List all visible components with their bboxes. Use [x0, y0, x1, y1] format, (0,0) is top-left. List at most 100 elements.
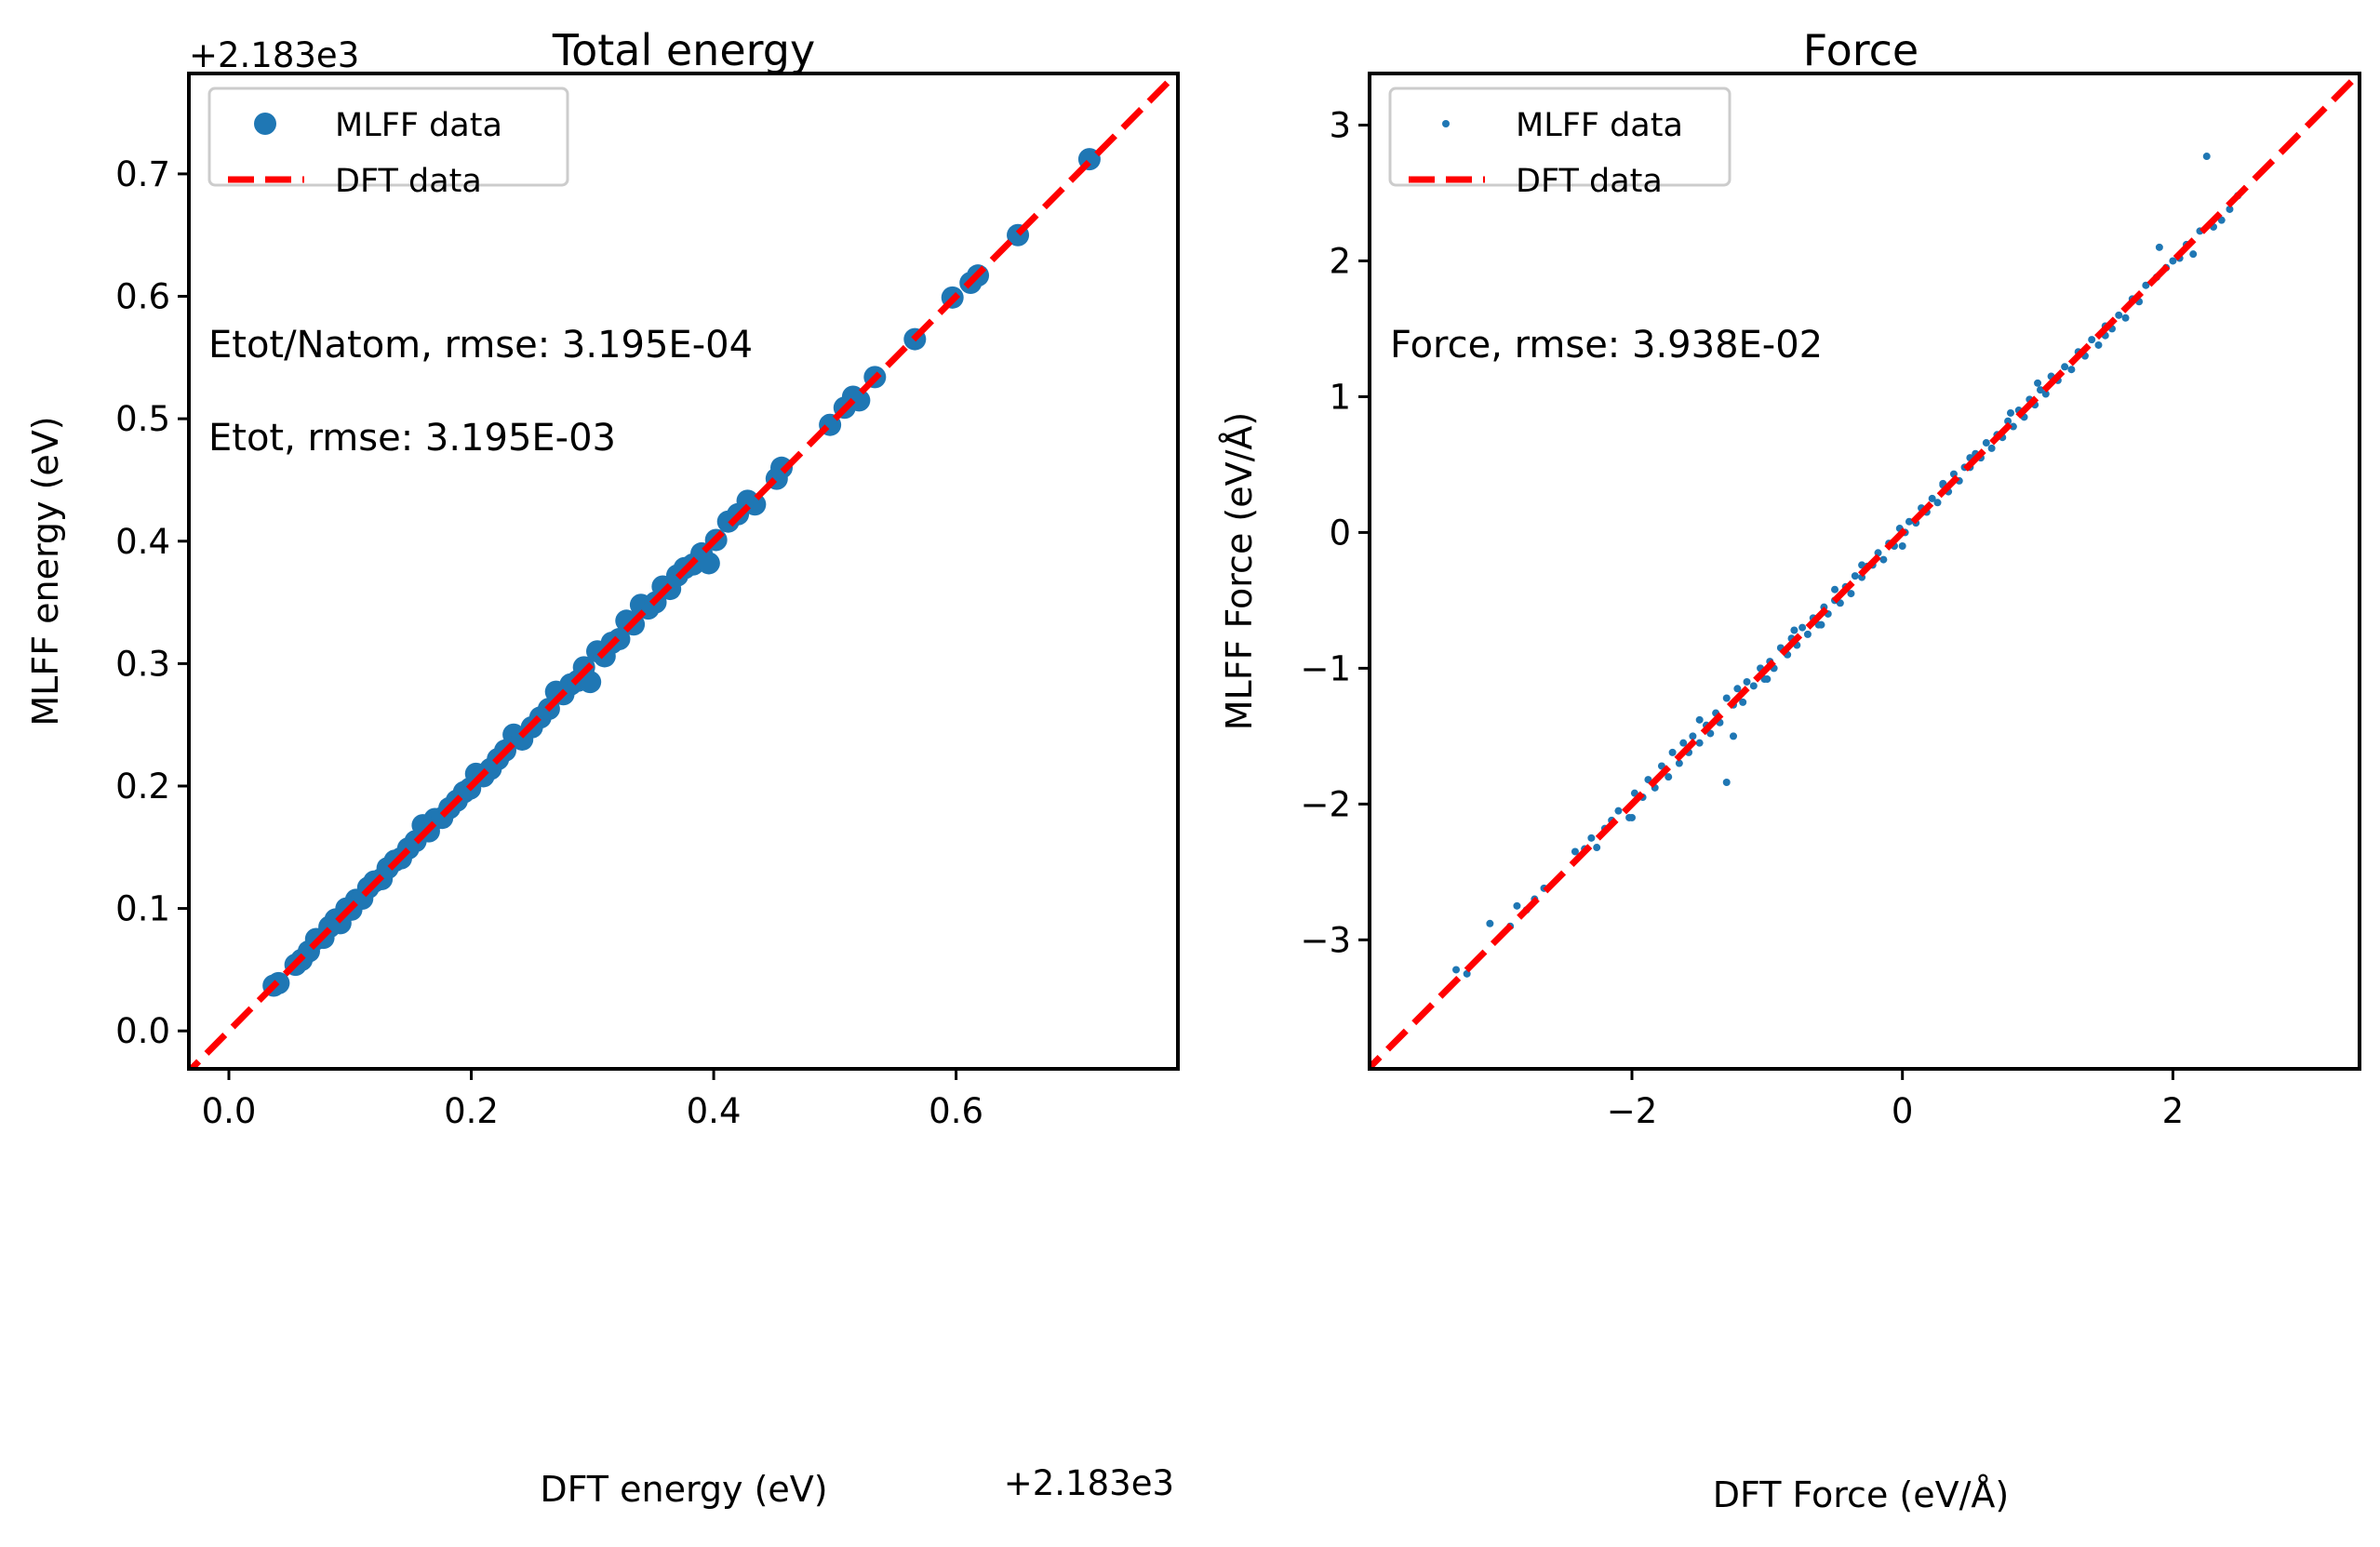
- y-tick-label: 0.3: [115, 644, 170, 684]
- data-point: [1614, 807, 1623, 815]
- data-point: [1695, 715, 1704, 724]
- data-point: [2061, 363, 2069, 371]
- data-point: [1831, 585, 1839, 593]
- data-point: [1898, 541, 1906, 550]
- x-axis-label: DFT energy (eV): [540, 1469, 827, 1510]
- data-point: [1790, 626, 1798, 634]
- data-point: [1679, 739, 1688, 747]
- y-tick-label: 3: [1329, 105, 1351, 145]
- data-point: [2142, 281, 2150, 289]
- legend-marker-icon: [254, 113, 276, 135]
- data-point: [2202, 153, 2211, 161]
- x-tick-label: 2: [2162, 1091, 2185, 1131]
- data-point: [2226, 205, 2234, 213]
- data-point: [2155, 243, 2163, 251]
- data-point: [1987, 444, 1996, 452]
- axes-frame: [1368, 72, 2361, 1071]
- data-point: [743, 493, 767, 516]
- data-point: [1928, 494, 1936, 502]
- data-point: [1817, 620, 1825, 629]
- y-tick-label: 0.0: [115, 1011, 170, 1051]
- data-point: [697, 552, 720, 575]
- data-point: [2169, 257, 2177, 265]
- y-tick-label: 1: [1329, 377, 1351, 417]
- legend-marker-icon: [1442, 120, 1450, 127]
- x-offset-label: +2.183e3: [1004, 1463, 1174, 1503]
- data-point: [1851, 572, 1859, 580]
- y-tick-label: 0.7: [115, 154, 170, 194]
- data-point: [1695, 739, 1704, 747]
- y-tick-label: 2: [1329, 241, 1351, 281]
- legend-entry: MLFF data: [335, 107, 502, 144]
- y-tick-label: −3: [1300, 920, 1351, 960]
- dft-reference-line: [189, 73, 1178, 1069]
- legend: MLFF data DFT data: [207, 87, 569, 200]
- data-point: [2034, 379, 2042, 387]
- data-point: [1743, 677, 1751, 686]
- data-point: [770, 456, 794, 479]
- data-point: [1847, 590, 1855, 598]
- y-axis-label: MLFF Force (eV/Å): [1219, 412, 1260, 730]
- data-point: [2121, 313, 2130, 322]
- y-tick-label: 0.1: [115, 889, 170, 929]
- y-tick-label: −2: [1300, 784, 1351, 824]
- data-point: [1452, 966, 1461, 974]
- dft-reference-line: [1370, 73, 2360, 1069]
- data-point: [848, 389, 871, 412]
- y-tick-label: 0: [1329, 513, 1351, 553]
- y-tick-label: 0.5: [115, 399, 170, 439]
- data-point: [2189, 250, 2198, 259]
- data-point: [1675, 759, 1683, 767]
- annotation-etot-natom: Etot/Natom, rmse: 3.195E-04: [208, 324, 753, 367]
- data-point: [2009, 422, 2017, 431]
- legend-box: [1388, 87, 1732, 187]
- data-point: [2004, 417, 2012, 425]
- plot-area: [189, 73, 1178, 1069]
- data-point: [1879, 555, 1888, 564]
- data-point: [1627, 813, 1636, 821]
- y-tick-label: 0.4: [115, 522, 170, 562]
- data-point: [1803, 630, 1812, 638]
- data-point: [2088, 336, 2096, 344]
- x-tick-label: 0.0: [202, 1091, 257, 1131]
- data-point: [1668, 748, 1677, 756]
- data-point: [1722, 694, 1731, 702]
- data-point: [579, 671, 602, 694]
- data-point: [2041, 390, 2050, 398]
- legend-entry: MLFF data: [1516, 107, 1683, 144]
- legend-entry: DFT data: [335, 163, 482, 200]
- annotation-etot: Etot, rmse: 3.195E-03: [208, 417, 616, 460]
- data-point: [1733, 685, 1742, 693]
- x-tick-label: 0.4: [687, 1091, 742, 1131]
- annotation-force-rmse: Force, rmse: 3.938E-02: [1390, 324, 1823, 367]
- total-energy-title: Total energy: [552, 25, 815, 75]
- data-point: [1749, 682, 1758, 690]
- data-point: [2094, 340, 2103, 349]
- y-tick-label: −1: [1300, 648, 1351, 688]
- data-point: [1730, 732, 1738, 740]
- plot-area: [1370, 73, 2360, 1069]
- x-axis-label: DFT Force (eV/Å): [1713, 1474, 2009, 1515]
- legend: MLFF data DFT data: [1388, 87, 1732, 200]
- y-tick-label: 0.6: [115, 277, 170, 317]
- data-point: [1763, 675, 1772, 684]
- force-title: Force: [1803, 25, 1919, 75]
- data-point: [1933, 499, 1942, 507]
- data-point: [2067, 366, 2076, 374]
- data-point: [1513, 901, 1521, 910]
- data-point: [1486, 919, 1494, 927]
- data-point: [1689, 732, 1697, 740]
- data-point: [1798, 623, 1807, 632]
- total-energy-axes: Total energy +2.183e3 +2.183e3 DFT energ…: [25, 25, 1180, 1510]
- data-point: [1571, 847, 1579, 856]
- data-point: [2115, 311, 2123, 319]
- legend-entry: DFT data: [1516, 163, 1663, 200]
- axes-frame: [187, 72, 1180, 1071]
- data-point: [2006, 408, 2014, 417]
- y-axis-label: MLFF energy (eV): [25, 416, 66, 726]
- data-point: [1739, 698, 1747, 706]
- x-tick-label: 0.6: [929, 1091, 983, 1131]
- data-point: [1587, 834, 1596, 842]
- x-tick-label: 0: [1892, 1091, 1914, 1131]
